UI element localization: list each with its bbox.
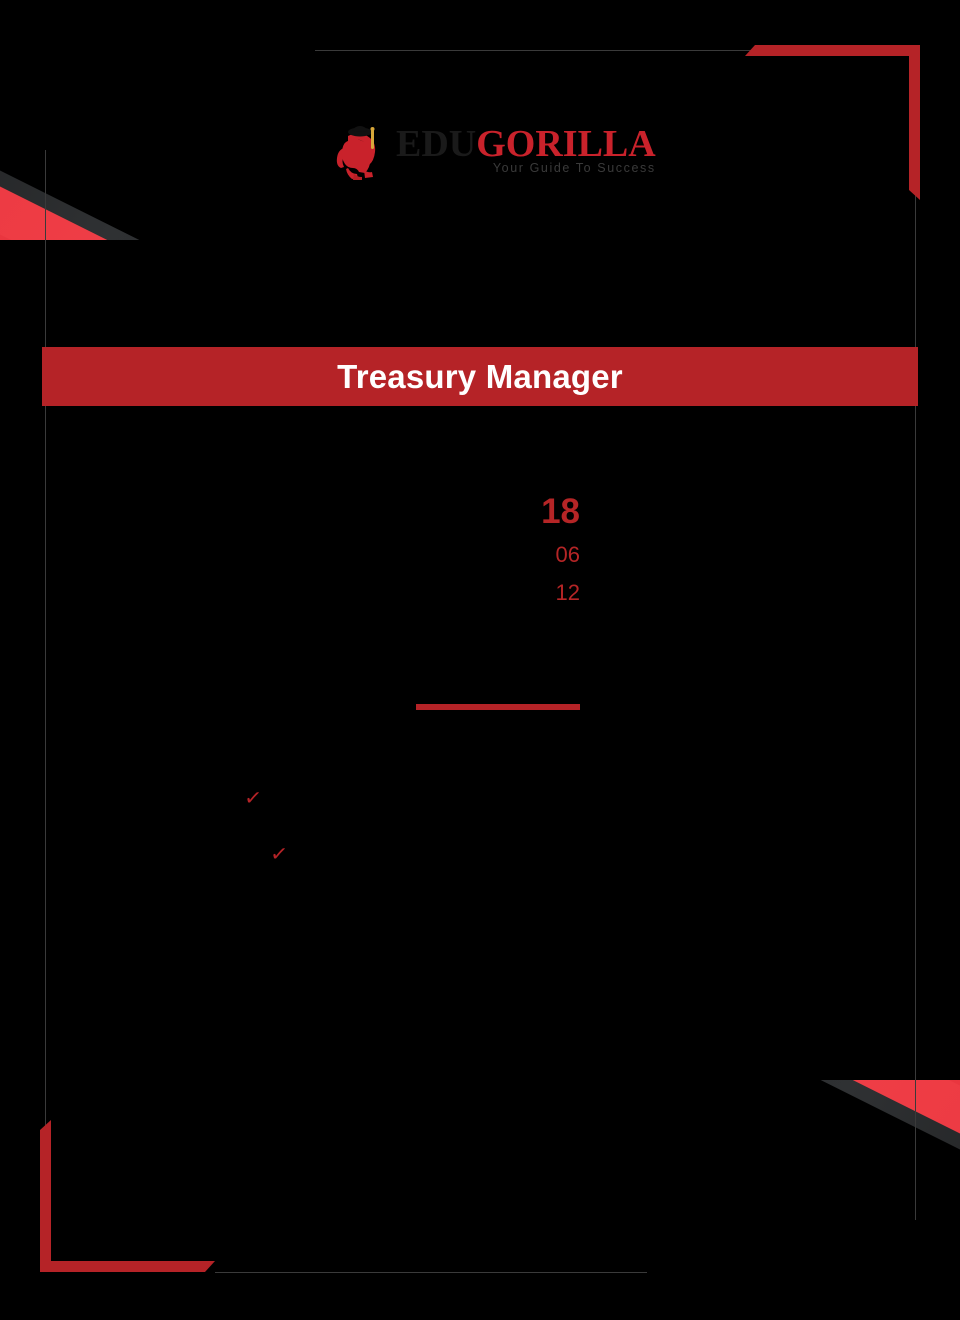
wordmark-edu: EDU [396, 122, 477, 165]
corner-bracket-top-right-vertical [909, 45, 920, 200]
check-icon: ✓ [243, 786, 264, 811]
ribbon-band-red-lower [410, 1080, 960, 1250]
title-banner: Treasury Manager [42, 347, 918, 406]
stat-secondary-value: 12 [555, 580, 580, 605]
section-underline-rule [416, 704, 580, 710]
corner-bracket-bottom-left-horizontal [40, 1261, 215, 1272]
wordmark-gorilla: GORILLA [476, 122, 656, 165]
ribbon-band-grey [0, 174, 550, 240]
ribbon-decoration-bottom-right [410, 1080, 960, 1320]
corner-bracket-top-right-horizontal [745, 45, 920, 56]
frame-line-right [915, 160, 916, 1220]
ribbon-band-red-upper [410, 1080, 960, 1298]
ribbon-band-white [410, 1080, 960, 1206]
feature-list: ✓ ✓ [240, 786, 800, 898]
list-item: ✓ [240, 786, 800, 812]
brand-wordmark: EDUGORILLA Your Guide To Success [396, 124, 656, 175]
stat-row-secondary-2: 12 [160, 578, 580, 608]
stat-row-secondary-1: 06 [160, 540, 580, 570]
section-heading-block [160, 690, 580, 710]
stat-secondary-value: 06 [555, 542, 580, 567]
frame-line-bottom [215, 1272, 647, 1273]
stat-primary-value: 18 [541, 492, 580, 531]
ribbon-band-dark [410, 1080, 960, 1314]
stats-block: 18 06 12 [160, 492, 580, 608]
corner-bracket-bottom-left-vertical [40, 1120, 51, 1272]
gorilla-mascot-icon [330, 118, 390, 180]
ribbon-band-grey [410, 1080, 960, 1146]
brand-tagline: Your Guide To Success [492, 160, 656, 175]
stat-row-primary: 18 [160, 492, 580, 532]
wordmark-text: EDUGORILLA [396, 124, 656, 164]
page-title: Treasury Manager [337, 357, 623, 395]
brand-logo: EDUGORILLA Your Guide To Success [330, 118, 656, 180]
frame-line-top [315, 50, 915, 51]
check-icon: ✓ [269, 842, 290, 867]
list-item: ✓ [266, 842, 800, 868]
frame-line-left [45, 150, 46, 1150]
